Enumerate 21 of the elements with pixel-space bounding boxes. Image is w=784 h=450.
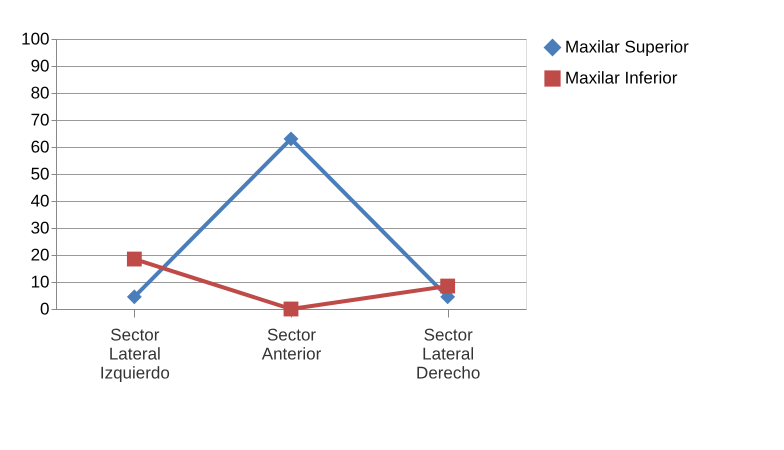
y-tick-label: 100 — [21, 30, 50, 48]
y-tick-label: 10 — [30, 272, 50, 292]
x-tick-label: Sector Lateral Derecho — [416, 326, 480, 382]
y-tick-label: 20 — [30, 246, 50, 264]
x-tick-label: Sector Lateral Izquierdo — [100, 326, 170, 382]
y-tick-label: 40 — [30, 192, 50, 210]
legend-label: Maxilar Superior — [565, 38, 690, 56]
legend-label: Maxilar Inferior — [565, 68, 678, 88]
point — [126, 289, 142, 304]
point — [440, 278, 456, 294]
y-tick-label: 30 — [30, 218, 50, 238]
y-tick-label: 60 — [30, 138, 50, 156]
y-tick-label: 70 — [30, 110, 50, 130]
y-tick-label: 90 — [30, 56, 50, 76]
y-tick-label: 80 — [30, 84, 50, 102]
point — [284, 302, 298, 316]
y-tick-label: 50 — [30, 164, 50, 184]
point — [126, 252, 142, 266]
point — [284, 131, 298, 146]
y-tick-label: 0 — [40, 300, 50, 318]
x-tick-label: Sector Anterior — [262, 326, 322, 364]
